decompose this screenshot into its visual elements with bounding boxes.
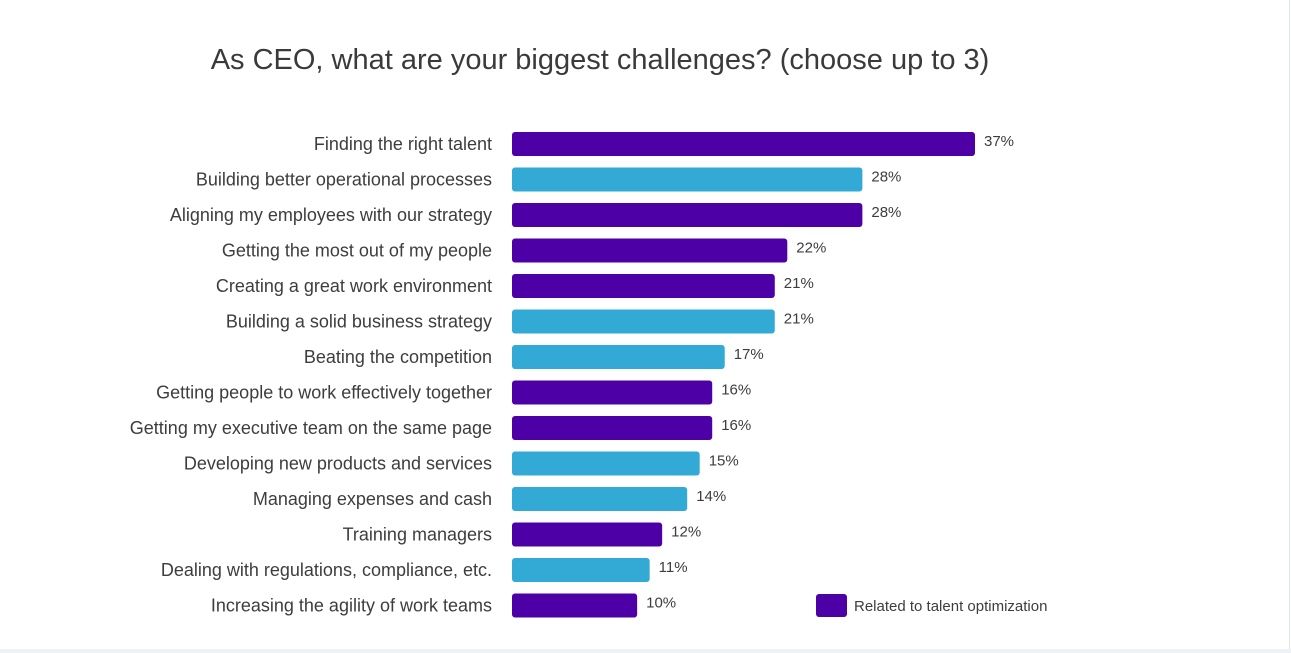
category-label: Getting my executive team on the same pa… xyxy=(130,418,492,438)
bar xyxy=(512,593,638,618)
category-label: Getting the most out of my people xyxy=(222,241,492,261)
category-label: Aligning my employees with our strategy xyxy=(170,205,492,225)
category-label: Dealing with regulations, compliance, et… xyxy=(161,560,492,580)
value-label: 14% xyxy=(696,488,726,505)
bar xyxy=(512,238,788,263)
category-label: Managing expenses and cash xyxy=(253,489,492,509)
value-label: 22% xyxy=(796,240,826,257)
value-label: 21% xyxy=(784,311,814,328)
value-label: 11% xyxy=(659,559,688,576)
bar xyxy=(512,132,975,156)
value-label: 17% xyxy=(734,346,764,363)
category-label: Finding the right talent xyxy=(314,134,492,154)
bar xyxy=(512,167,863,192)
value-label: 15% xyxy=(709,453,739,470)
value-label: 16% xyxy=(721,382,751,399)
bar xyxy=(512,380,713,405)
category-label: Building a solid business strategy xyxy=(226,312,492,332)
bar xyxy=(512,203,863,227)
value-label: 28% xyxy=(871,204,901,221)
legend-label: Related to talent optimization xyxy=(854,598,1047,615)
bar xyxy=(512,309,775,334)
value-label: 28% xyxy=(871,169,901,186)
category-label: Building better operational processes xyxy=(196,170,492,190)
bar xyxy=(512,345,725,369)
category-label: Creating a great work environment xyxy=(216,276,492,296)
value-label: 12% xyxy=(671,524,701,541)
value-label: 16% xyxy=(721,417,751,434)
category-label: Developing new products and services xyxy=(184,454,492,474)
category-label: Getting people to work effectively toget… xyxy=(156,383,492,403)
bar xyxy=(512,522,663,547)
value-label: 37% xyxy=(984,133,1014,150)
value-label: 10% xyxy=(646,595,676,612)
bar xyxy=(512,274,775,298)
bar xyxy=(512,416,713,440)
category-label: Training managers xyxy=(343,525,492,545)
category-label: Beating the competition xyxy=(304,347,492,367)
bottom-strip xyxy=(0,649,1291,653)
bar xyxy=(512,487,688,511)
bar xyxy=(512,558,650,582)
bar xyxy=(512,451,700,476)
legend-swatch xyxy=(816,594,847,617)
category-label: Increasing the agility of work teams xyxy=(211,596,492,616)
chart-title: As CEO, what are your biggest challenges… xyxy=(210,44,990,76)
value-label: 21% xyxy=(784,275,814,292)
